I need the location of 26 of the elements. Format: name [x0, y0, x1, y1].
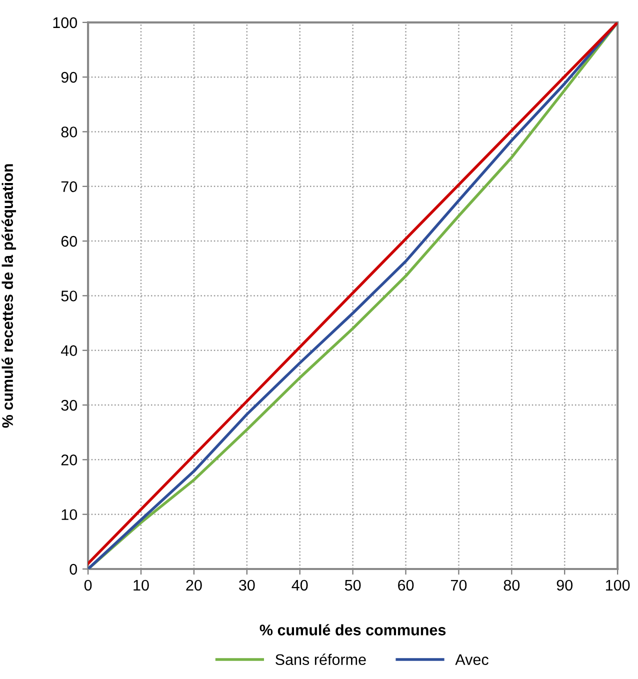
x-tick-label: 20: [186, 580, 202, 591]
x-tick-label: 60: [398, 580, 414, 591]
y-tick-label: 100: [53, 17, 78, 28]
legend-label: Sans réforme: [276, 654, 366, 666]
y-tick-label: 80: [61, 126, 78, 138]
y-tick-label: 10: [62, 509, 78, 520]
x-tick-label: 30: [238, 580, 255, 591]
y-tick-label: 40: [60, 345, 78, 356]
legend-label: Avec: [455, 654, 488, 666]
x-axis-title: % cumulé des communes: [260, 624, 446, 636]
x-tick-label: 10: [134, 580, 149, 591]
y-tick-label: 60: [61, 236, 78, 247]
x-tick-label: 80: [504, 580, 520, 591]
y-tick-label: 50: [61, 290, 78, 302]
x-tick-label: 90: [556, 580, 573, 591]
y-tick-label: 0: [70, 564, 78, 575]
y-tick-label: 70: [61, 181, 78, 192]
x-tick-label: 50: [344, 580, 361, 591]
y-tick-label: 90: [61, 72, 78, 83]
x-tick-label: 70: [451, 580, 467, 591]
x-tick-label: 40: [292, 580, 308, 591]
y-tick-label: 20: [61, 454, 78, 466]
x-tick-label: 100: [606, 580, 630, 591]
y-tick-label: 30: [61, 400, 78, 411]
x-tick-label: 0: [84, 580, 92, 591]
y-axis-title: % cumulé recettes de la péréquation: [2, 164, 16, 428]
